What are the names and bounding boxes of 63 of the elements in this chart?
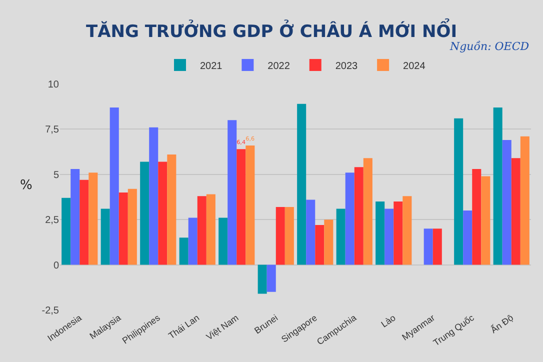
bar <box>463 210 472 265</box>
y-tick-label: 2,5 <box>45 215 60 226</box>
bar <box>472 168 482 265</box>
bar <box>284 206 294 265</box>
bar <box>188 218 198 265</box>
bar <box>149 127 158 265</box>
bar <box>363 158 372 265</box>
text: Nguồn: OECD <box>449 40 530 53</box>
bar <box>354 167 364 265</box>
bar <box>88 172 98 265</box>
y-tick-label: 7,5 <box>45 124 60 136</box>
bar <box>345 172 354 265</box>
bar <box>110 108 119 265</box>
legend-label: 2022 <box>268 60 290 72</box>
y-tick-label: -2,5 <box>42 306 60 316</box>
bar <box>167 154 176 265</box>
y-tick-label: 0 <box>53 260 60 272</box>
bar <box>432 228 442 265</box>
bar <box>394 202 403 265</box>
bar <box>158 162 168 265</box>
bar <box>118 192 128 265</box>
bar <box>179 238 188 265</box>
bar <box>70 168 80 265</box>
bar <box>128 188 137 265</box>
bar <box>481 176 490 265</box>
x-tick-label: Ấn Độ <box>488 312 516 336</box>
bar <box>315 225 324 265</box>
bar <box>324 220 334 265</box>
legend-label: 2021 <box>200 60 223 72</box>
legend-label: 2024 <box>403 60 426 72</box>
bar <box>236 149 246 265</box>
y-axis-title: % <box>20 178 32 193</box>
bar <box>297 104 306 265</box>
bar <box>140 162 150 265</box>
bar <box>246 145 255 265</box>
bar <box>80 180 89 265</box>
bar <box>258 264 267 294</box>
bar <box>402 196 412 265</box>
bar <box>376 202 385 265</box>
y-tick-label: 10 <box>48 80 60 90</box>
bar <box>276 206 285 265</box>
legend-label: 2023 <box>335 60 358 72</box>
y-tick-label: 5 <box>53 170 60 181</box>
bar <box>100 208 110 265</box>
x-tick-label: Thái Lan <box>166 312 202 341</box>
bar <box>384 208 394 265</box>
bar <box>218 218 228 265</box>
bar <box>306 200 316 265</box>
bar <box>520 136 530 265</box>
bar <box>197 196 206 265</box>
x-tick-label: Việt Nam <box>204 312 240 342</box>
bar <box>228 120 237 265</box>
bar <box>454 118 464 265</box>
bar <box>511 158 520 265</box>
bar <box>62 198 71 265</box>
bar <box>336 208 346 265</box>
bar <box>266 264 276 292</box>
bar <box>502 140 512 265</box>
bar <box>206 194 216 265</box>
chart-title: TĂNG TRƯỞNG GDP Ở CHÂU Á MỚI NỔI <box>86 18 458 42</box>
bar <box>493 108 502 265</box>
bar <box>424 228 433 265</box>
x-tick-label: Lào <box>379 312 398 330</box>
